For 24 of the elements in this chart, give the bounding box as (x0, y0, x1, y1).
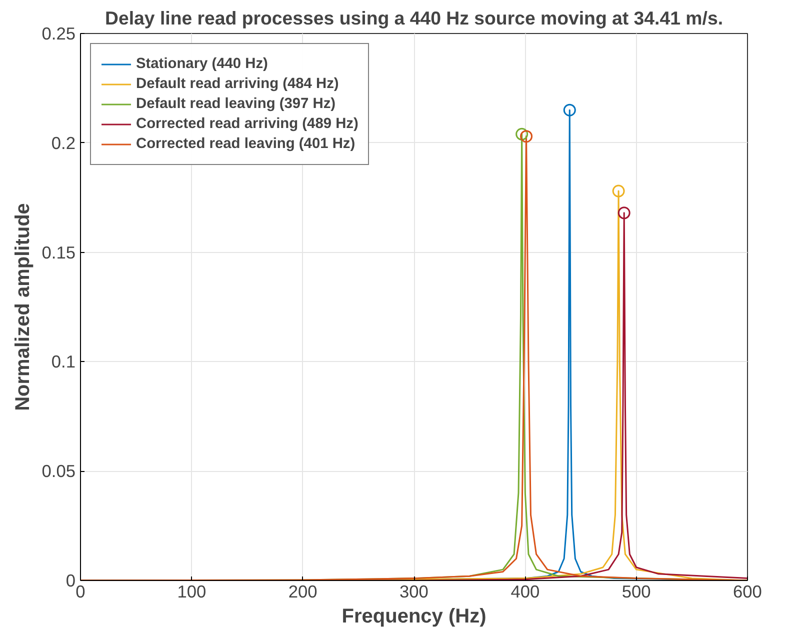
x-tick-label: 600 (733, 582, 762, 602)
legend-label: Stationary (440 Hz) (136, 56, 268, 72)
y-tick-label: 0.1 (51, 352, 76, 372)
x-tick-label: 200 (288, 582, 318, 602)
x-tick-label: 500 (622, 582, 651, 602)
point (612, 184, 625, 198)
point (520, 130, 533, 143)
legend-label: Corrected read arriving (489 Hz) (136, 116, 358, 132)
y-tick-label: 0.05 (42, 461, 76, 482)
y-axis-title: Normalized amplitude (12, 203, 34, 411)
legend-label: Default read arriving (484 Hz) (136, 76, 339, 92)
legend-label: Corrected read leaving (401 Hz) (136, 136, 356, 152)
point (618, 206, 630, 220)
legend-label: Default read leaving (397 Hz) (136, 96, 336, 112)
chart-title: Delay line read processes using a 440 Hz source moving at 34.41 m/s. (104, 8, 724, 28)
point (516, 128, 528, 140)
point (563, 104, 576, 116)
y-tick-label: 0.2 (51, 132, 76, 153)
y-tick-label: 0.15 (42, 242, 76, 262)
x-tick-label: 300 (400, 582, 428, 602)
x-axis-title: Frequency (Hz) (342, 606, 486, 628)
x-tick-label: 100 (177, 582, 206, 602)
y-tick-label: 0.25 (42, 24, 76, 44)
x-tick-label: 400 (510, 582, 540, 602)
